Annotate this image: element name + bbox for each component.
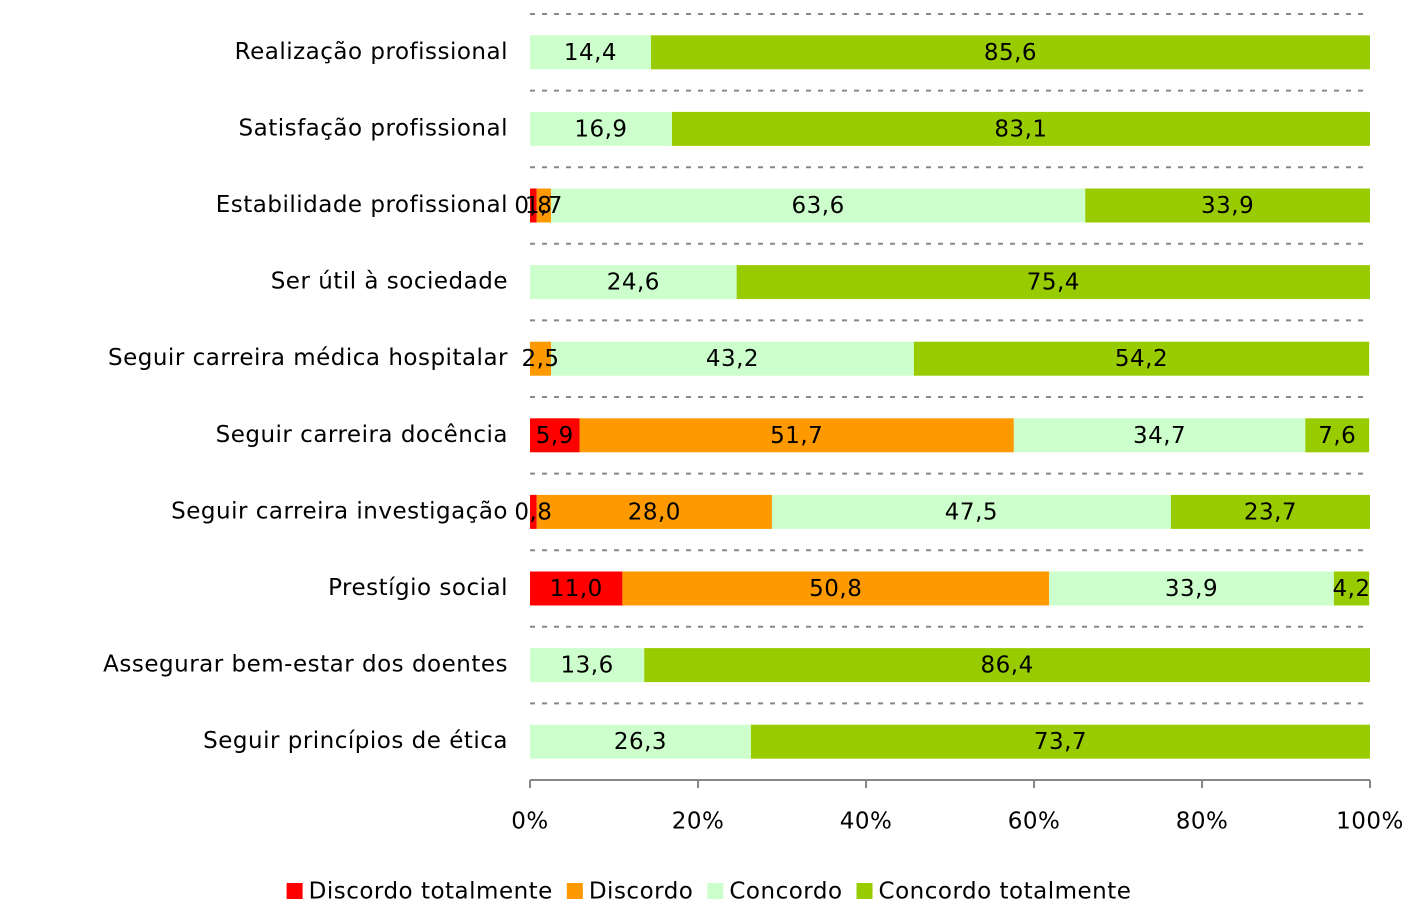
data-label: 14,4 bbox=[564, 40, 617, 66]
x-tick-label: 0% bbox=[511, 809, 549, 835]
data-label: 24,6 bbox=[607, 270, 660, 296]
category-label: Seguir carreira investigação bbox=[171, 498, 508, 524]
data-label: 28,0 bbox=[628, 499, 681, 525]
data-label: 1,7 bbox=[525, 193, 563, 219]
data-label: 50,8 bbox=[809, 576, 862, 602]
category-label: Estabilidade profissional bbox=[216, 192, 508, 218]
x-tick-label: 80% bbox=[1176, 809, 1229, 835]
bar-segment bbox=[530, 571, 623, 606]
legend: Discordo totalmente Discordo Concordo Conco… bbox=[286, 879, 1132, 905]
bar-segment bbox=[671, 111, 1370, 146]
data-label: 33,9 bbox=[1201, 193, 1254, 219]
data-label: 26,3 bbox=[614, 729, 667, 755]
data-label: 7,6 bbox=[1318, 423, 1356, 449]
category-label: Prestígio social bbox=[328, 575, 508, 601]
category-label: Seguir princípios de ética bbox=[203, 728, 508, 754]
bar-segment bbox=[536, 188, 551, 223]
legend-label: Concordo bbox=[729, 879, 842, 905]
data-label: 34,7 bbox=[1133, 423, 1186, 449]
category-label: Assegurar bem-estar dos doentes bbox=[103, 652, 508, 678]
bar-segment bbox=[530, 724, 751, 759]
category-label: Seguir carreira docência bbox=[216, 422, 508, 448]
data-label: 16,9 bbox=[574, 116, 627, 142]
bar-segment bbox=[530, 188, 537, 223]
data-label: 73,7 bbox=[1034, 729, 1087, 755]
bar-segment bbox=[650, 35, 1370, 70]
x-tick-label: 20% bbox=[672, 809, 725, 835]
bar-segment bbox=[1170, 494, 1370, 529]
data-label: 2,5 bbox=[521, 346, 559, 372]
category-label: Satisfação profissional bbox=[239, 115, 509, 141]
bar-segment bbox=[536, 494, 772, 529]
bar-segment bbox=[530, 494, 537, 529]
bar-segment bbox=[530, 418, 580, 453]
data-label: 4,2 bbox=[1332, 576, 1370, 602]
data-label: 83,1 bbox=[994, 116, 1047, 142]
data-label: 13,6 bbox=[561, 653, 614, 679]
x-tick-label: 40% bbox=[840, 809, 893, 835]
legend-label: Concordo totalmente bbox=[879, 879, 1132, 905]
x-tick-label: 60% bbox=[1008, 809, 1061, 835]
data-label: 51,7 bbox=[770, 423, 823, 449]
bar-segment bbox=[1013, 418, 1306, 453]
bar-segment bbox=[750, 724, 1370, 759]
data-label: 54,2 bbox=[1115, 346, 1168, 372]
data-label: 43,2 bbox=[706, 346, 759, 372]
data-label: 85,6 bbox=[984, 40, 1037, 66]
data-label: 0,8 bbox=[514, 193, 552, 219]
data-label: 47,5 bbox=[945, 499, 998, 525]
bar-segment bbox=[530, 35, 651, 70]
bar-segment bbox=[551, 341, 914, 376]
data-label: 0,8 bbox=[514, 499, 552, 525]
bar-segment bbox=[551, 188, 1086, 223]
bar-segment bbox=[579, 418, 1014, 453]
bar-segment bbox=[530, 341, 551, 376]
data-label: 63,6 bbox=[792, 193, 845, 219]
bar-segment bbox=[1333, 571, 1370, 606]
bar-segment bbox=[622, 571, 1050, 606]
category-label: Ser útil à sociedade bbox=[271, 269, 508, 295]
category-label: Seguir carreira médica hospitalar bbox=[108, 345, 508, 371]
bar-segment bbox=[771, 494, 1171, 529]
x-tick-label: 100% bbox=[1336, 809, 1404, 835]
data-label: 33,9 bbox=[1165, 576, 1218, 602]
legend-label: Discordo bbox=[589, 879, 694, 905]
data-label: 11,0 bbox=[550, 576, 603, 602]
legend-label: Discordo totalmente bbox=[309, 879, 553, 905]
bar-segment bbox=[736, 265, 1370, 300]
bar-segment bbox=[530, 648, 645, 683]
legend-swatch bbox=[856, 883, 873, 899]
data-label: 75,4 bbox=[1027, 270, 1080, 296]
bar-segment bbox=[530, 111, 672, 146]
data-label: 86,4 bbox=[981, 653, 1034, 679]
bar-segment bbox=[644, 648, 1370, 683]
legend-swatch bbox=[286, 883, 303, 899]
bar-segment bbox=[1049, 571, 1334, 606]
legend-swatch bbox=[707, 883, 724, 899]
bar-segment bbox=[913, 341, 1370, 376]
category-label: Realização profissional bbox=[235, 39, 508, 65]
data-label: 5,9 bbox=[536, 423, 574, 449]
bar-segment bbox=[530, 265, 737, 300]
data-label: 23,7 bbox=[1244, 499, 1297, 525]
bar-segment bbox=[1085, 188, 1370, 223]
bar-segment bbox=[1305, 418, 1370, 453]
legend-swatch bbox=[566, 883, 583, 899]
